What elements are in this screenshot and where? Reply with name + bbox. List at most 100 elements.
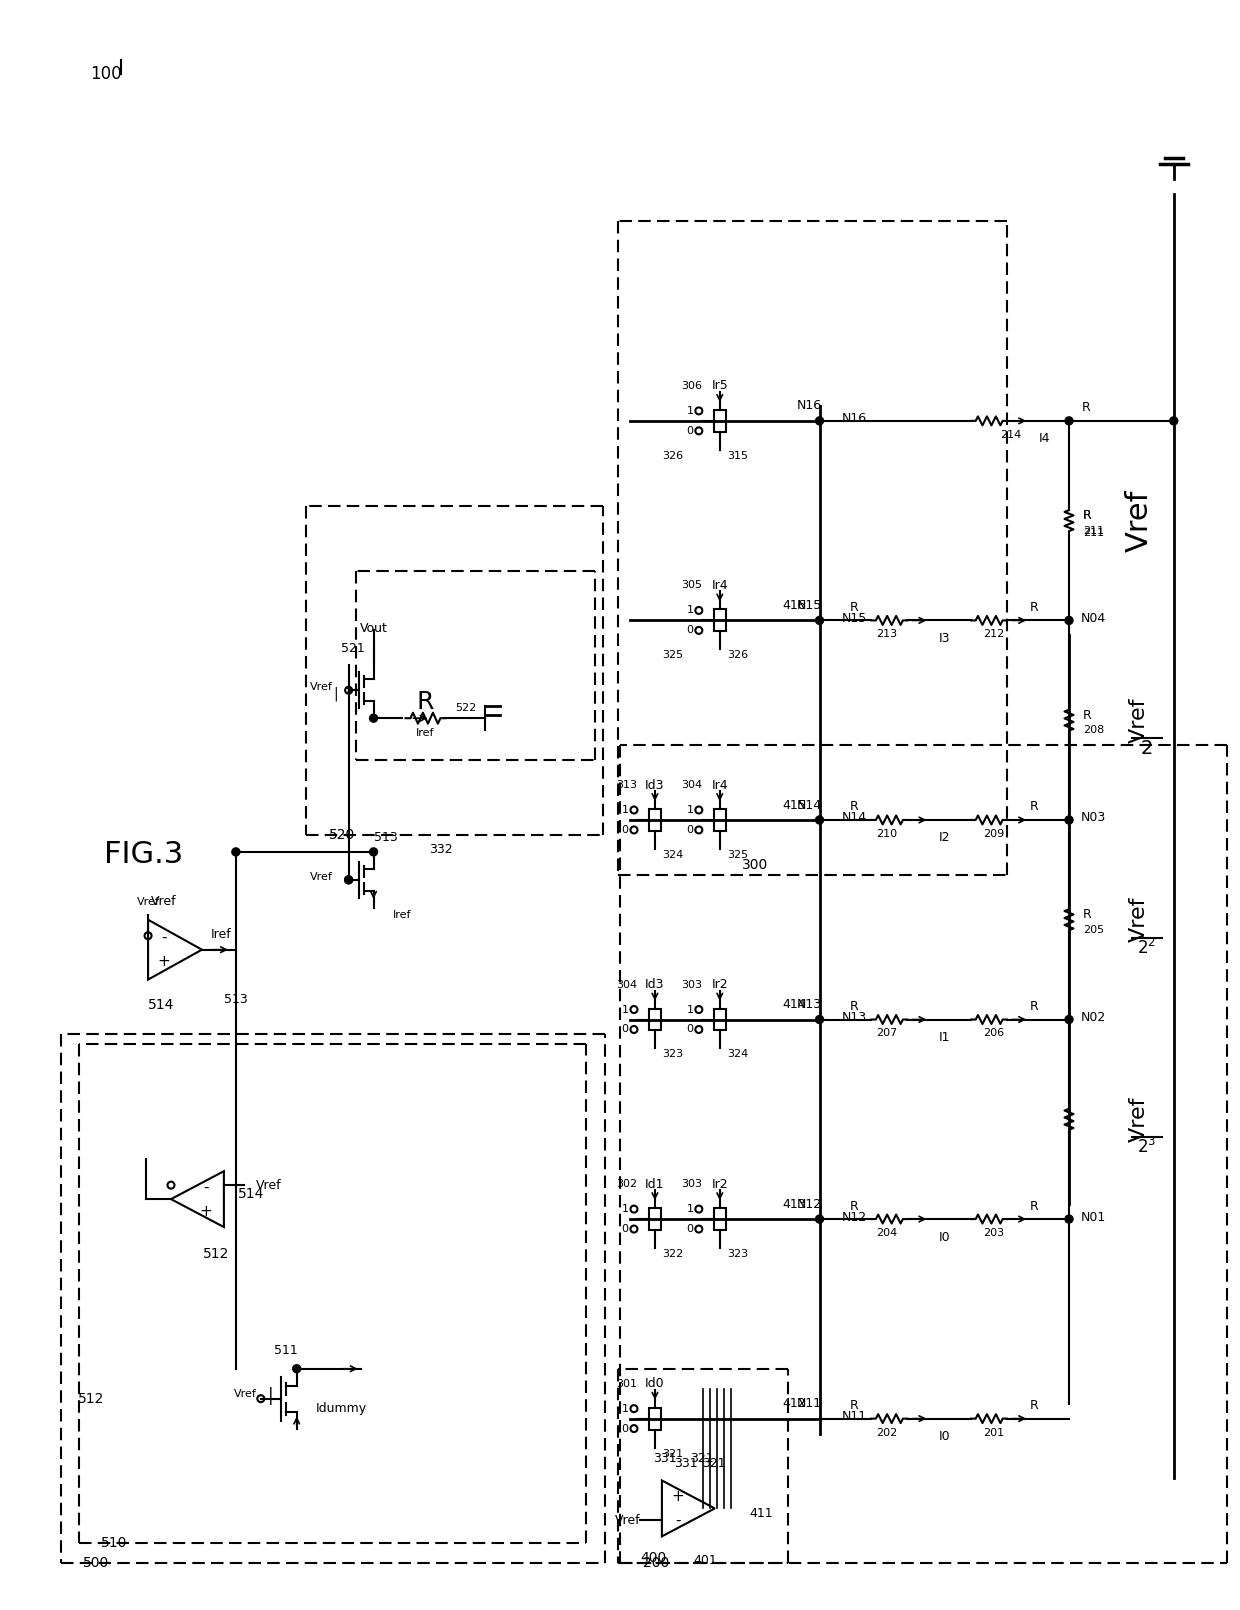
Text: R: R xyxy=(1083,708,1091,721)
Text: R: R xyxy=(1083,401,1091,414)
Circle shape xyxy=(293,1365,301,1373)
Text: R: R xyxy=(1083,509,1091,522)
Text: Vref: Vref xyxy=(234,1389,257,1399)
Text: 1: 1 xyxy=(687,406,693,415)
Text: 332: 332 xyxy=(429,844,453,857)
Text: Vref: Vref xyxy=(1125,489,1153,552)
Text: 324: 324 xyxy=(662,850,683,860)
Text: 512: 512 xyxy=(202,1248,229,1261)
Text: 513: 513 xyxy=(373,831,397,844)
Text: 1: 1 xyxy=(621,805,629,815)
Text: 214: 214 xyxy=(1001,430,1022,440)
Text: $2^2$: $2^2$ xyxy=(1137,937,1157,958)
Text: 211: 211 xyxy=(1083,528,1104,538)
Text: R: R xyxy=(1029,800,1038,813)
Circle shape xyxy=(1065,816,1073,824)
Text: R: R xyxy=(1083,908,1091,921)
Text: 205: 205 xyxy=(1083,924,1104,935)
Text: 324: 324 xyxy=(727,1050,749,1059)
Text: Ir5: Ir5 xyxy=(712,380,728,393)
Text: 400: 400 xyxy=(640,1552,666,1565)
Text: I0: I0 xyxy=(939,1430,950,1443)
Text: 1: 1 xyxy=(621,1404,629,1414)
Text: 212: 212 xyxy=(983,630,1004,639)
Text: R: R xyxy=(851,1199,859,1212)
Text: R: R xyxy=(1029,601,1038,613)
Bar xyxy=(649,1008,661,1030)
Text: 323: 323 xyxy=(662,1050,683,1059)
Text: +: + xyxy=(672,1489,684,1504)
Text: 202: 202 xyxy=(875,1428,897,1438)
Text: N13: N13 xyxy=(797,998,822,1011)
Text: 302: 302 xyxy=(616,1179,637,1190)
Text: 321: 321 xyxy=(702,1457,725,1470)
Text: 325: 325 xyxy=(727,850,748,860)
Text: N02: N02 xyxy=(1081,1011,1106,1024)
Text: Vref: Vref xyxy=(1128,897,1148,942)
Text: 0: 0 xyxy=(687,824,693,836)
Text: 0: 0 xyxy=(621,1224,629,1233)
Text: 301: 301 xyxy=(616,1378,637,1389)
Text: 322: 322 xyxy=(662,1249,683,1259)
Text: Id3: Id3 xyxy=(645,779,665,792)
Text: 200: 200 xyxy=(644,1557,670,1570)
Text: |: | xyxy=(334,686,339,700)
Text: |: | xyxy=(268,1386,274,1404)
Text: Ir4: Ir4 xyxy=(712,580,728,592)
Circle shape xyxy=(816,1016,823,1024)
Text: 325: 325 xyxy=(662,650,683,660)
Text: Vref: Vref xyxy=(310,683,332,692)
Text: 304: 304 xyxy=(681,779,702,791)
Text: N15: N15 xyxy=(797,599,822,612)
Text: 514: 514 xyxy=(238,1187,264,1201)
Text: 326: 326 xyxy=(727,650,748,660)
Text: Vref: Vref xyxy=(1128,1096,1148,1141)
Text: 305: 305 xyxy=(681,581,702,591)
Text: R: R xyxy=(851,1000,859,1013)
Circle shape xyxy=(1065,1216,1073,1224)
Polygon shape xyxy=(171,1170,224,1227)
Text: 201: 201 xyxy=(983,1428,1004,1438)
Text: Ir2: Ir2 xyxy=(712,979,728,992)
Circle shape xyxy=(345,876,352,884)
Text: N13: N13 xyxy=(842,1011,867,1024)
Text: N12: N12 xyxy=(797,1198,822,1211)
Text: R: R xyxy=(851,800,859,813)
Text: 100: 100 xyxy=(91,64,122,82)
Text: 321: 321 xyxy=(662,1449,683,1459)
Text: 414: 414 xyxy=(782,998,806,1011)
Text: 415: 415 xyxy=(782,799,806,811)
Text: 303: 303 xyxy=(681,979,702,990)
Text: -: - xyxy=(161,931,166,945)
Text: +: + xyxy=(200,1204,212,1219)
Text: 0: 0 xyxy=(687,1024,693,1035)
Text: Id0: Id0 xyxy=(645,1377,665,1389)
Text: N01: N01 xyxy=(1081,1211,1106,1224)
Text: I2: I2 xyxy=(939,831,950,844)
Text: Iref: Iref xyxy=(417,728,435,737)
Text: 321: 321 xyxy=(689,1452,714,1465)
Text: 513: 513 xyxy=(224,993,248,1006)
Text: -: - xyxy=(675,1513,681,1528)
Text: 207: 207 xyxy=(875,1029,897,1038)
Text: 1: 1 xyxy=(687,805,693,815)
Bar xyxy=(714,808,725,831)
Text: 510: 510 xyxy=(102,1536,128,1550)
Bar xyxy=(649,1407,661,1430)
Text: 204: 204 xyxy=(875,1228,897,1238)
Circle shape xyxy=(816,1216,823,1224)
Text: Vref: Vref xyxy=(255,1179,281,1191)
Bar xyxy=(649,1208,661,1230)
Text: R: R xyxy=(1029,1399,1038,1412)
Text: 331: 331 xyxy=(653,1452,677,1465)
Text: 511: 511 xyxy=(274,1344,298,1357)
Text: 514: 514 xyxy=(148,998,174,1011)
Text: R: R xyxy=(1029,1199,1038,1212)
Text: I3: I3 xyxy=(939,631,950,646)
Text: Idummy: Idummy xyxy=(316,1402,367,1415)
Circle shape xyxy=(1065,417,1073,425)
Text: 303: 303 xyxy=(681,1179,702,1190)
Text: 512: 512 xyxy=(78,1391,104,1406)
Text: N03: N03 xyxy=(1081,811,1106,824)
Bar xyxy=(714,1208,725,1230)
